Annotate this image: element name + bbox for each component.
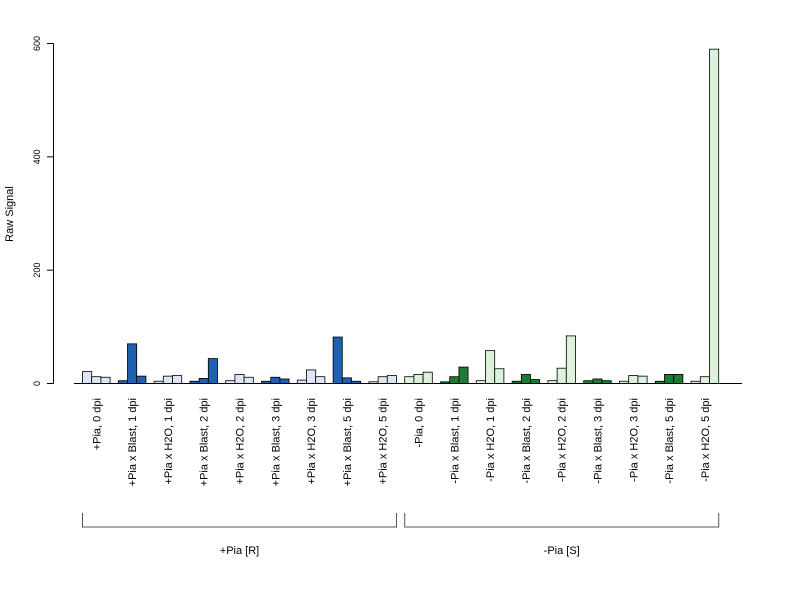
bar [422, 371, 433, 384]
bar [315, 376, 326, 384]
x-tick-label: +Pia x Blast, 2 dpi [199, 398, 211, 486]
group-label: -Pia [S] [544, 545, 580, 557]
x-tick-label: -Pia x H2O, 3 dpi [628, 398, 640, 482]
bar [485, 350, 496, 384]
bar [592, 378, 603, 384]
bar [234, 374, 245, 384]
bar [100, 376, 111, 384]
bars [82, 48, 720, 384]
x-tick-label: -Pia x Blast, 2 dpi [521, 398, 533, 484]
x-tick-label: -Pia x Blast, 5 dpi [664, 398, 676, 484]
x-tick-label: +Pia, 0 dpi [91, 398, 103, 450]
bar [699, 376, 710, 384]
x-tick-label: -Pia x H2O, 2 dpi [557, 398, 569, 482]
bar [243, 376, 254, 384]
y-tick-label: 400 [32, 149, 42, 164]
bar [458, 366, 469, 384]
x-tick-labels: +Pia, 0 dpi +Pia x Blast, 1 dpi +Pia x H2O… [91, 398, 712, 486]
group-label: +Pia [R] [220, 545, 259, 557]
bar [332, 336, 343, 384]
bar [413, 374, 424, 384]
x-tick-label: +Pia x H2O, 3 dpi [306, 398, 318, 485]
bar [449, 376, 460, 384]
x-tick-label: +Pia x Blast, 5 dpi [342, 398, 354, 486]
bar [628, 375, 639, 384]
bar [136, 375, 147, 384]
bar [127, 343, 138, 384]
bar [664, 374, 675, 384]
y-tick-label: 600 [32, 36, 42, 51]
y-tick-label: 200 [32, 263, 42, 278]
bar [404, 376, 415, 384]
x-tick-label: +Pia x H2O, 2 dpi [235, 398, 247, 485]
y-axis-label: Raw Signal [4, 186, 16, 242]
bar [565, 335, 576, 384]
x-tick-label: -Pia x Blast, 1 dpi [449, 398, 461, 484]
x-tick-label: -Pia x H2O, 5 dpi [700, 398, 712, 482]
bar [494, 368, 505, 384]
bar [198, 377, 209, 384]
bar [306, 369, 317, 384]
x-tick-label: +Pia x H2O, 1 dpi [163, 398, 175, 485]
x-tick-label: +Pia x Blast, 3 dpi [270, 398, 282, 486]
bar [530, 379, 541, 384]
bar [279, 378, 290, 384]
x-tick-label: +Pia x H2O, 5 dpi [378, 398, 390, 485]
group-bracket [82, 513, 397, 528]
bar [341, 377, 352, 384]
y-tick-label: 0 [32, 381, 42, 386]
x-tick-label: -Pia, 0 dpi [414, 398, 426, 448]
bar [207, 358, 218, 384]
bar [386, 375, 397, 384]
bar [270, 376, 281, 384]
bar [172, 375, 183, 384]
y-axis: 0 200 400 600 [32, 36, 54, 386]
x-tick-label: +Pia x Blast, 1 dpi [127, 398, 139, 486]
bar [91, 376, 102, 384]
bar [520, 374, 531, 384]
bar [296, 379, 307, 384]
group-brackets: +Pia [R] -Pia [S] [82, 513, 720, 557]
group-bracket [404, 513, 720, 528]
bar [162, 375, 173, 384]
bar [709, 48, 720, 384]
bar [673, 374, 684, 384]
bar [82, 371, 93, 384]
bar [637, 375, 648, 384]
bar [556, 367, 567, 384]
x-tick-label: -Pia x Blast, 3 dpi [593, 398, 605, 484]
bar [377, 376, 388, 384]
x-tick-label: -Pia x H2O, 1 dpi [485, 398, 497, 482]
